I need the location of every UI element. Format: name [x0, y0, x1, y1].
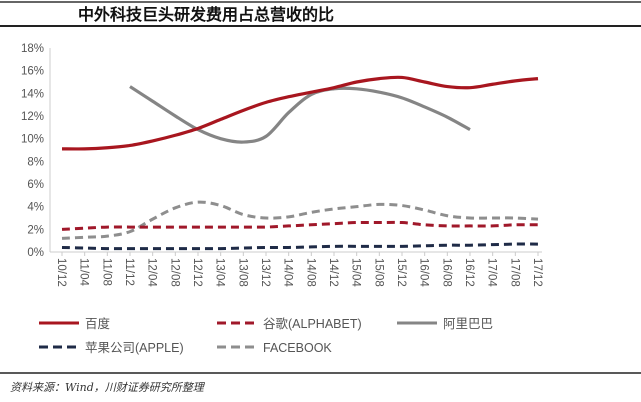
x-tick-label: 12/08 — [168, 258, 180, 287]
legend-label: 谷歌(ALPHABET) — [263, 316, 362, 331]
x-tick-label: 17/12 — [531, 258, 543, 287]
y-tick-label: 8% — [27, 156, 44, 168]
x-tick-label: 11/04 — [78, 258, 90, 287]
x-tick-label: 14/04 — [282, 258, 294, 287]
x-tick-label: 12/12 — [191, 258, 203, 287]
x-tick-label: 13/04 — [214, 258, 226, 287]
x-axis: 10/12 11/04 11/08 11/12 12/04 12/08 12/12 13/04… — [50, 251, 543, 287]
y-tick-label: 4% — [27, 202, 44, 214]
x-tick-label: 14/08 — [304, 258, 316, 287]
x-tick-label: 17/08 — [508, 258, 520, 287]
x-tick-label: 16/12 — [463, 258, 475, 287]
source-note: 资料来源：Wind，川财证券研究所整理 — [10, 381, 206, 394]
x-tick-label: 16/08 — [440, 258, 452, 287]
legend-label: 苹果公司(APPLE) — [85, 341, 184, 355]
y-tick-label: 0% — [27, 247, 44, 259]
series-line-3 — [61, 242, 539, 251]
legend-label: 百度 — [85, 316, 111, 331]
x-tick-label: 17/04 — [486, 258, 498, 287]
y-tick-label: 6% — [27, 179, 44, 191]
x-tick-label: 10/12 — [55, 258, 67, 287]
x-tick-label: 12/04 — [146, 258, 158, 287]
x-tick-label: 13/08 — [236, 258, 248, 287]
x-tick-label: 15/08 — [372, 258, 384, 287]
series-lines — [61, 75, 539, 251]
series-line-1 — [61, 220, 539, 231]
x-tick-label: 15/04 — [350, 258, 362, 287]
chart-title: 中外科技巨头研发费用占总营收的比 — [78, 5, 334, 24]
legend-label: FACEBOOK — [263, 341, 332, 355]
y-tick-label: 18% — [21, 43, 44, 55]
y-axis: 0% 2% 4% 6% 8% 10% 12% 14% 16% 18% — [21, 43, 51, 259]
x-tick-label: 14/12 — [327, 258, 339, 287]
y-tick-label: 16% — [21, 66, 44, 78]
series-line-0 — [61, 75, 539, 151]
y-tick-label: 10% — [21, 134, 44, 146]
series-line-2 — [129, 85, 471, 144]
x-tick-label: 15/12 — [395, 258, 407, 287]
legend-label: 阿里巴巴 — [443, 317, 493, 331]
x-tick-label: 11/08 — [100, 258, 112, 286]
series-line-4 — [61, 200, 539, 240]
x-tick-label: 16/04 — [418, 258, 430, 287]
y-tick-label: 2% — [27, 224, 44, 236]
y-tick-label: 14% — [21, 88, 44, 100]
x-tick-label: 11/12 — [123, 258, 135, 286]
y-tick-label: 12% — [21, 111, 44, 123]
x-tick-label: 13/12 — [259, 258, 271, 287]
